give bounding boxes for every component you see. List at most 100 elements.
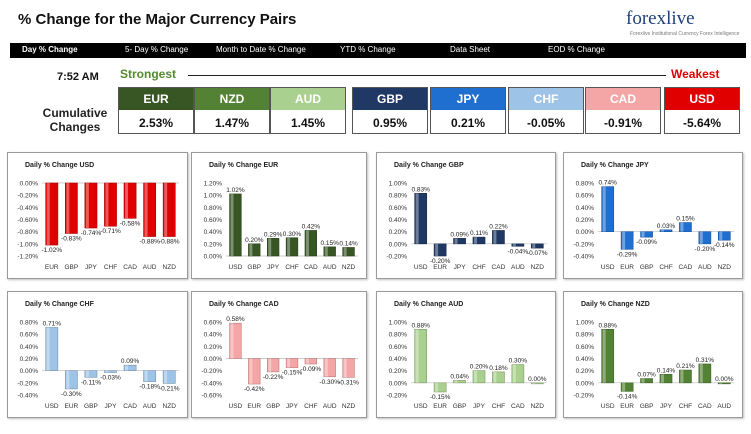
nav-ytd-change[interactable]: YTD % Change (340, 45, 396, 54)
y-tick-label: 0.60% (576, 193, 595, 200)
x-tick-label: CAD (492, 264, 506, 271)
y-tick-label: 0.00% (389, 241, 408, 248)
data-label: 0.00% (528, 376, 547, 383)
chart-panel-usd: Daily % Change USD 0.00% -0.20% -0.40% -0.60… (7, 152, 188, 279)
data-label: 0.88% (411, 322, 430, 329)
bar-chart-svg: Daily % Change EUR 1.20% 1.00% 0.80% 0.60% 0.… (204, 162, 358, 271)
data-label: -0.74% (81, 230, 102, 237)
y-tick-label: 0.80% (389, 332, 408, 339)
data-label: -0.15% (282, 370, 303, 377)
currency-name: GBP (353, 88, 427, 110)
x-tick-label: GBP (64, 264, 78, 271)
x-tick-label: NZD (718, 264, 732, 271)
nav-data-sheet[interactable]: Data Sheet (450, 45, 491, 54)
data-label: -0.30% (61, 391, 82, 398)
currency-box-jpy: JPY 0.21% (430, 87, 506, 134)
bar-highlight (268, 238, 272, 256)
currency-value: -0.05% (526, 116, 566, 130)
bar-cad (123, 182, 137, 219)
bar-highlight (602, 329, 606, 383)
currency-box-aud: AUD 1.45% (270, 87, 346, 134)
x-tick-label: CHF (104, 264, 117, 271)
bar-highlight (85, 183, 89, 229)
currency-value: 1.47% (214, 116, 250, 130)
y-tick-label: -0.60% (17, 217, 38, 224)
bar-highlight (719, 231, 723, 241)
currency-name: AUD (271, 88, 345, 110)
nav-month-to-date-change[interactable]: Month to Date % Change (216, 45, 306, 54)
bar-usd (414, 193, 428, 245)
currency-value: -0.91% (603, 116, 643, 130)
y-tick-label: 0.20% (576, 217, 595, 224)
chart-title: Daily % Change USD (25, 162, 94, 169)
bar-highlight (343, 358, 347, 378)
currency-name: EUR (119, 88, 193, 110)
y-tick-label: -0.40% (17, 205, 38, 212)
bar-gbp (640, 231, 653, 238)
y-tick-label: 0.40% (576, 356, 595, 363)
nav-eod-change[interactable]: EOD % Change (548, 45, 605, 54)
bar-chart-svg: Daily % Change JPY 0.80% 0.60% 0.40% 0.20% 0.… (573, 162, 734, 271)
chart-title: Daily % Change CHF (25, 301, 95, 308)
bar-aud (717, 382, 731, 385)
bar-highlight (602, 186, 606, 232)
data-label: -0.83% (61, 235, 82, 242)
data-label: 0.15% (676, 216, 695, 223)
bar-jpy (104, 370, 117, 373)
data-label: -0.03% (100, 374, 121, 381)
bar-highlight (532, 243, 536, 249)
data-label: 0.14% (657, 367, 676, 374)
bar-highlight (125, 365, 129, 371)
y-tick-label: -0.20% (573, 393, 594, 400)
x-tick-label: AUD (323, 403, 337, 410)
x-tick-label: CAD (698, 403, 712, 410)
bar-usd (414, 328, 428, 384)
y-tick-label: -0.20% (17, 193, 38, 200)
bar-nzd (530, 243, 544, 249)
bar-highlight (306, 230, 309, 256)
x-tick-label: NZD (342, 264, 356, 271)
data-label: -0.18% (139, 384, 160, 391)
data-label: 0.71% (43, 320, 62, 327)
x-tick-label: USD (414, 403, 428, 410)
bar-highlight (268, 358, 272, 372)
logo-text: forexlive (626, 8, 695, 29)
chart-panel-aud: Daily % Change AUD 1.00% 0.80% 0.60% 0.40% 0.… (376, 291, 556, 418)
bar-cad (492, 230, 505, 245)
bar-chart-svg: Daily % Change CHF 0.80% 0.60% 0.40% 0.20% 0.… (17, 301, 179, 410)
nav-day-change[interactable]: Day % Change (22, 45, 78, 54)
bar-chart-svg: Daily % Change USD 0.00% -0.20% -0.40% -0.60… (17, 162, 179, 271)
currency-box-eur: EUR 2.53% (118, 87, 194, 134)
bar-usd (229, 322, 242, 359)
y-tick-label: 0.00% (204, 356, 223, 363)
data-label: -0.14% (617, 393, 638, 400)
bar-jpy (285, 358, 299, 368)
y-tick-label: 0.80% (389, 193, 408, 200)
currency-name: CHF (509, 88, 583, 110)
data-label: 0.30% (509, 358, 528, 365)
x-tick-label: EUR (45, 264, 59, 271)
data-label: 0.22% (489, 223, 508, 230)
bar-highlight (532, 382, 536, 384)
bar-highlight (680, 222, 684, 232)
y-tick-label: 0.80% (576, 181, 595, 188)
data-label: 0.04% (450, 373, 469, 380)
bar-highlight (699, 363, 703, 383)
bar-eur (64, 370, 78, 390)
bar-highlight (230, 323, 234, 359)
bar-highlight (249, 243, 253, 256)
currency-box-usd: USD -5.64% (664, 87, 740, 134)
bar-highlight (46, 183, 50, 246)
y-tick-label: 0.60% (204, 320, 223, 327)
y-tick-label: 0.40% (20, 344, 39, 351)
x-tick-label: JPY (660, 403, 673, 410)
x-tick-label: EUR (620, 264, 634, 271)
x-tick-label: AUD (143, 403, 157, 410)
y-tick-label: 0.00% (576, 380, 595, 387)
bar-highlight (660, 374, 664, 383)
y-tick-label: 0.00% (20, 368, 39, 375)
chart-title: Daily % Change AUD (394, 301, 463, 308)
nav-5day-change[interactable]: 5- Day % Change (125, 45, 189, 54)
strength-arrow-line (188, 75, 666, 76)
x-tick-label: EUR (64, 403, 78, 410)
